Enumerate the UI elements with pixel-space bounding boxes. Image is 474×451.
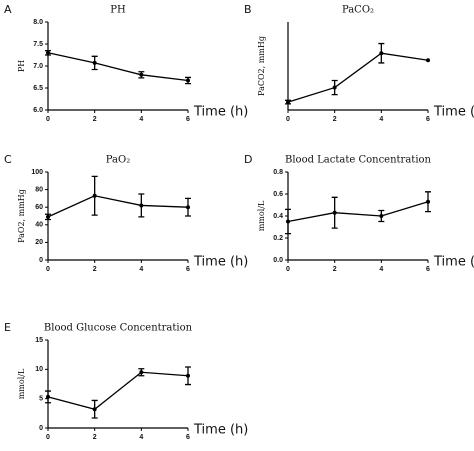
y-tick-label: 6.5 xyxy=(33,85,43,92)
y-tick-label: 60 xyxy=(35,204,43,211)
data-point xyxy=(139,203,144,208)
data-point xyxy=(379,214,384,218)
data-point xyxy=(139,370,144,375)
y-tick-label: 6.0 xyxy=(33,107,43,114)
data-point xyxy=(286,219,290,224)
data-point xyxy=(426,58,430,63)
x-axis-label: Time (h) xyxy=(193,105,248,120)
x-tick-label: 6 xyxy=(426,116,430,123)
data-point xyxy=(186,78,190,83)
x-tick-label: 2 xyxy=(333,116,337,123)
x-tick-label: 6 xyxy=(426,266,430,273)
panel-letter: E xyxy=(4,321,11,334)
y-tick-label: 7.0 xyxy=(33,63,43,70)
y-tick-label: 10 xyxy=(35,366,43,373)
x-tick-label: 4 xyxy=(139,116,143,123)
data-point xyxy=(92,60,97,65)
panel-letter: B xyxy=(244,3,252,16)
x-tick-label: 6 xyxy=(186,266,190,273)
panel-letter: C xyxy=(4,153,12,166)
chart-title: Blood Lactate Concentration xyxy=(285,155,432,166)
chart-title: Blood Glucose Concentration xyxy=(44,323,193,334)
x-tick-label: 0 xyxy=(46,434,50,441)
x-tick-label: 2 xyxy=(93,434,97,441)
data-point xyxy=(92,407,97,412)
y-tick-label: 0.6 xyxy=(273,191,283,198)
data-point xyxy=(332,85,337,90)
y-axis-label: mmol/L xyxy=(257,200,266,231)
x-tick-label: 0 xyxy=(286,116,290,123)
y-axis-label: PaO2, mmHg xyxy=(17,189,26,243)
y-tick-label: 15 xyxy=(35,337,43,344)
x-tick-label: 4 xyxy=(139,266,143,273)
data-point xyxy=(186,373,190,378)
y-tick-label: 0.8 xyxy=(273,169,283,176)
x-tick-label: 6 xyxy=(186,434,190,441)
x-axis-label: Time (h) xyxy=(193,255,248,270)
x-tick-label: 2 xyxy=(93,266,97,273)
x-axis-label: Time (h) xyxy=(433,105,474,120)
chart-title: PaCO₂ xyxy=(342,5,374,16)
y-tick-label: 0.2 xyxy=(273,235,283,242)
x-tick-label: 4 xyxy=(379,266,383,273)
data-point xyxy=(186,205,190,210)
y-axis-label: PaCO2, mmHg xyxy=(257,36,266,96)
y-tick-label: 0.4 xyxy=(273,213,283,220)
y-tick-label: 0 xyxy=(39,257,43,264)
x-tick-label: 4 xyxy=(379,116,383,123)
chart-title: PaO₂ xyxy=(106,155,130,166)
x-tick-label: 4 xyxy=(139,434,143,441)
data-point xyxy=(139,72,144,77)
data-point xyxy=(332,210,337,215)
data-point xyxy=(286,100,290,105)
data-point xyxy=(46,214,50,219)
data-point xyxy=(92,193,97,198)
y-tick-label: 8.0 xyxy=(33,19,43,26)
x-tick-label: 0 xyxy=(46,116,50,123)
data-line xyxy=(47,52,189,82)
y-tick-label: 0 xyxy=(39,425,43,432)
data-point xyxy=(379,51,384,56)
y-tick-label: 7.5 xyxy=(33,41,43,48)
y-tick-label: 100 xyxy=(31,169,43,176)
y-tick-label: 5 xyxy=(39,396,43,403)
y-tick-label: 40 xyxy=(35,222,43,229)
chart-title: PH xyxy=(110,5,126,16)
y-axis-label: PH xyxy=(17,60,26,72)
y-axis-label: mmol/L xyxy=(17,368,26,399)
data-line xyxy=(47,371,189,410)
x-axis-label: Time (h) xyxy=(193,423,248,438)
data-point xyxy=(426,199,430,204)
x-tick-label: 2 xyxy=(93,116,97,123)
y-tick-label: 0.0 xyxy=(273,257,283,264)
x-tick-label: 0 xyxy=(46,266,50,273)
y-tick-label: 20 xyxy=(35,239,43,246)
x-tick-label: 2 xyxy=(333,266,337,273)
x-tick-label: 0 xyxy=(286,266,290,273)
y-tick-label: 80 xyxy=(35,186,43,193)
panel-letter: D xyxy=(244,153,252,166)
x-tick-label: 6 xyxy=(186,116,190,123)
data-point xyxy=(46,50,50,55)
data-point xyxy=(46,394,50,399)
data-line xyxy=(47,195,189,218)
data-line xyxy=(287,52,429,103)
x-axis-label: Time (h) xyxy=(433,255,474,270)
panel-letter: A xyxy=(4,3,12,16)
data-line xyxy=(287,201,429,223)
